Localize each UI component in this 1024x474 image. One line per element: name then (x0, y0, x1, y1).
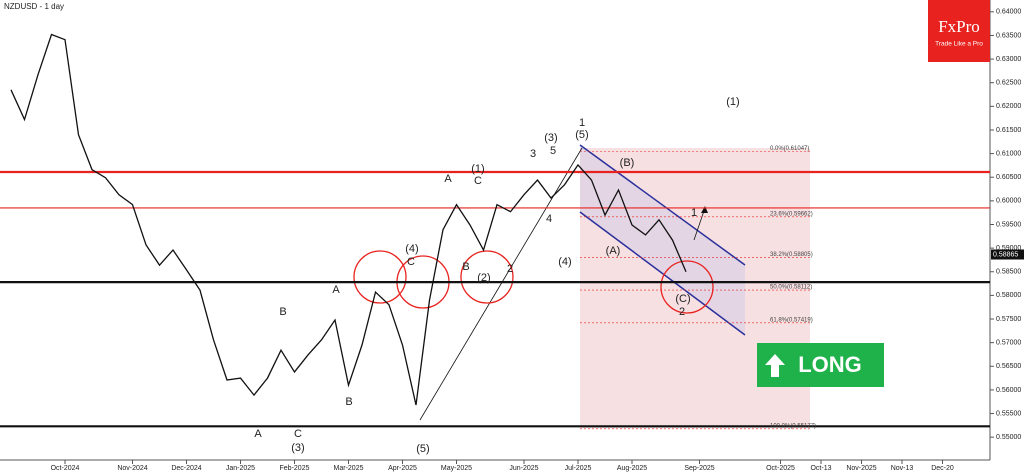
wave-label: (3) (291, 442, 304, 454)
wave-label: (B) (620, 157, 635, 169)
wave-label: 2 (679, 306, 685, 318)
wave-label: A (444, 173, 452, 185)
fib-label: 23.6%(0.59662) (770, 211, 813, 217)
wave-label: 5 (550, 145, 556, 157)
wave-label: B (345, 396, 352, 408)
wave-label: (5) (575, 129, 588, 141)
y-tick-label: 0.60000 (996, 198, 1021, 205)
circle (460, 250, 514, 304)
circle (353, 250, 407, 304)
y-tick-label: 0.62000 (996, 103, 1021, 110)
x-tick-label: Mar-2025 (334, 465, 364, 472)
wave-label: (3) (544, 132, 557, 144)
logo-tagline: Trade Like a Pro (935, 41, 983, 48)
x-tick-label: Apr-2025 (388, 465, 417, 472)
arrow-head (701, 206, 708, 213)
wave-label: 3 (530, 148, 536, 160)
chart-title: NZDUSD - 1 day (4, 2, 64, 11)
fib-label: 100.0%(0.55177) (770, 423, 816, 429)
wave-label: (A) (606, 245, 621, 257)
x-tick-label: Jul-2025 (565, 465, 592, 472)
wave-label: B (462, 261, 469, 273)
long-label: LONG (798, 352, 862, 377)
y-tick-label: 0.59500 (996, 221, 1021, 228)
y-tick-label: 0.62500 (996, 80, 1021, 87)
wave-label: C (474, 175, 482, 187)
logo-box (928, 0, 990, 62)
x-tick-label: Sep-2025 (684, 465, 714, 472)
wave-label: A (332, 284, 340, 296)
y-tick-label: 0.58000 (996, 292, 1021, 299)
last-price-label: 0.58865 (993, 251, 1018, 258)
wave-label: (C) (675, 293, 690, 305)
wave-label: 4 (546, 213, 552, 225)
wave-label: (1) (726, 96, 739, 108)
y-tick-label: 0.59000 (996, 245, 1021, 252)
wave-label: 2 (507, 263, 513, 275)
y-tick-label: 0.63500 (996, 32, 1021, 39)
y-tick-label: 0.61500 (996, 127, 1021, 134)
wave-label: (4) (558, 256, 571, 268)
x-tick-label: Jun-2025 (509, 465, 538, 472)
circle (660, 260, 714, 314)
channel-line (579, 144, 746, 266)
y-tick-label: 0.56000 (996, 387, 1021, 394)
x-tick-label: Feb-2025 (280, 465, 310, 472)
wave-label: 1 (579, 117, 585, 129)
x-tick-label: Nov-2025 (846, 465, 876, 472)
x-tick-label: Nov-13 (891, 465, 914, 472)
wave-label: A (254, 428, 262, 440)
x-tick-label: Dec-2024 (171, 465, 201, 472)
wave-label: 1 (691, 207, 697, 219)
y-tick-label: 0.55000 (996, 434, 1021, 441)
x-tick-label: Aug-2025 (617, 465, 647, 472)
y-tick-label: 0.56500 (996, 363, 1021, 370)
x-tick-label: Nov-2024 (117, 465, 147, 472)
y-tick-label: 0.55500 (996, 410, 1021, 417)
wave-label: C (294, 428, 302, 440)
price-line (10, 33, 687, 406)
channel-line (579, 211, 746, 336)
y-tick-label: 0.60500 (996, 174, 1021, 181)
x-tick-label: Jan-2025 (226, 465, 255, 472)
x-tick-label: Oct-2024 (51, 465, 80, 472)
y-tick-label: 0.63000 (996, 56, 1021, 63)
y-tick-label: 0.57000 (996, 339, 1021, 346)
wave-label: (1) (471, 163, 484, 175)
wave-label: C (407, 256, 415, 268)
wave-label: B (279, 306, 286, 318)
fib-label: 0.0%(0.61047) (770, 146, 809, 152)
channel-fill (580, 145, 745, 335)
fib-label: 38.2%(0.58805) (770, 252, 813, 258)
y-tick-label: 0.64000 (996, 9, 1021, 16)
projection-arrow (693, 207, 706, 241)
x-tick-label: Oct-2025 (766, 465, 795, 472)
x-tick-label: Dec-20 (931, 465, 954, 472)
last-price-box (991, 249, 1024, 260)
wave-label: (5) (416, 443, 429, 455)
x-tick-label: Oct-13 (810, 465, 831, 472)
up-arrow (765, 354, 785, 377)
y-tick-label: 0.57500 (996, 316, 1021, 323)
fib-label: 61.8%(0.57419) (770, 317, 813, 323)
wave-label: (4) (405, 243, 418, 255)
x-tick-label: May-2025 (441, 465, 472, 472)
fib-label: 50.0%(0.58112) (770, 285, 812, 291)
wave-label: (2) (477, 272, 490, 284)
y-tick-label: 0.58500 (996, 269, 1021, 276)
y-tick-label: 0.61000 (996, 150, 1021, 157)
logo-brand: FxPro (938, 17, 980, 36)
